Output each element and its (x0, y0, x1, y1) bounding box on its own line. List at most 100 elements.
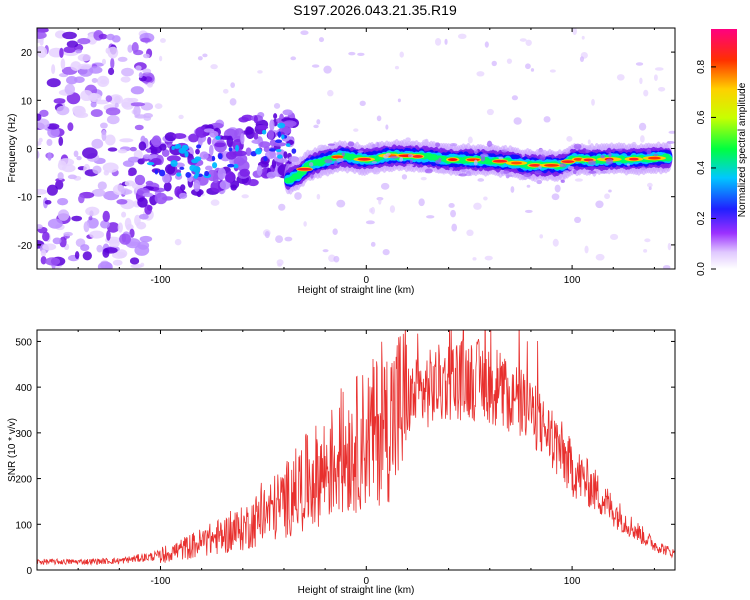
signal-blob (207, 136, 212, 145)
signal-blob (327, 143, 336, 146)
noise-blob (348, 51, 356, 56)
noise-blob (107, 147, 118, 152)
noise-blob (82, 251, 92, 261)
spectrogram-x-tick-label: 100 (564, 275, 581, 286)
signal-blob (435, 142, 441, 148)
noise-blob (116, 199, 128, 205)
noise-blob (484, 255, 493, 261)
signal-blob (227, 163, 235, 168)
noise-blob (230, 82, 235, 89)
signal-blob (250, 151, 257, 157)
noise-blob (85, 206, 100, 216)
signal-blob (409, 159, 413, 164)
signal-blob (317, 144, 326, 151)
signal-blob (538, 149, 545, 153)
noise-blob (100, 122, 108, 129)
spectrogram-y-tick-label: 0 (26, 145, 32, 156)
noise-blob (399, 51, 404, 58)
noise-blob (130, 102, 146, 107)
noise-blob (653, 74, 658, 81)
noise-blob (116, 249, 128, 259)
signal-blob (409, 140, 417, 147)
noise-blob (127, 156, 140, 163)
signal-blob (134, 174, 146, 186)
signal-blob (232, 150, 247, 157)
ridge-peak (466, 158, 481, 162)
noise-blob (117, 149, 128, 154)
signal-blob (281, 134, 285, 140)
signal-blob (197, 136, 203, 147)
signal-blob (256, 165, 263, 176)
signal-blob (273, 142, 287, 147)
signal-blob (501, 149, 508, 153)
noise-blob (67, 122, 74, 132)
noise-blob (640, 135, 645, 143)
spectrogram-y-tick-label: 20 (21, 48, 33, 59)
signal-blob (282, 120, 297, 128)
signal-blob (310, 173, 314, 179)
noise-blob (643, 248, 648, 253)
noise-blob (273, 102, 281, 109)
signal-blob (534, 170, 542, 175)
signal-blob (550, 177, 559, 181)
signal-blob (194, 156, 202, 162)
snr-x-axis-title: Height of straight line (km) (298, 585, 415, 596)
noise-blob (92, 165, 102, 175)
noise-blob (60, 58, 66, 70)
ridge-peak (357, 157, 372, 161)
noise-blob (62, 31, 77, 40)
noise-blob (587, 139, 591, 145)
signal-blob (264, 150, 277, 160)
noise-blob (241, 194, 249, 199)
signal-blob (666, 140, 675, 144)
noise-blob (63, 46, 76, 54)
noise-blob (210, 199, 220, 206)
signal-blob (193, 174, 199, 179)
noise-blob (385, 124, 389, 130)
signal-blob (206, 169, 218, 182)
noise-blob (130, 86, 145, 95)
noise-blob (284, 236, 293, 242)
noise-blob (472, 257, 477, 261)
noise-blob (484, 41, 489, 48)
noise-blob (551, 193, 560, 201)
signal-blob (164, 132, 177, 142)
signal-blob (653, 153, 659, 157)
noise-blob (106, 114, 120, 125)
noise-blob (37, 118, 50, 130)
signal-blob (164, 164, 176, 175)
signal-blob (486, 143, 493, 146)
noise-blob (37, 141, 42, 146)
noise-blob (40, 249, 47, 257)
colorbar: 0.0 0.2 0.4 0.6 0.8 Normalized spectral ampl… (696, 29, 748, 276)
signal-blob (230, 184, 237, 191)
noise-blob (101, 58, 106, 65)
noise-blob (316, 193, 321, 200)
noise-blob (89, 66, 103, 74)
signal-blob (282, 109, 293, 116)
colorbar-tick-label: 0.8 (696, 60, 707, 74)
ridge-peak (492, 159, 508, 163)
signal-blob (145, 180, 154, 186)
signal-blob (204, 170, 209, 177)
signal-blob (154, 192, 168, 205)
noise-blob (38, 137, 43, 143)
noise-blob (662, 265, 671, 269)
signal-blob (500, 170, 504, 175)
ridge-peak (544, 163, 559, 167)
noise-blob (486, 108, 494, 116)
noise-blob (552, 238, 559, 247)
snr-frame (36, 329, 676, 571)
noise-blob (519, 38, 527, 42)
signal-blob (178, 192, 188, 199)
ridge-peak (573, 157, 583, 161)
noise-blob (369, 208, 373, 213)
noise-blob (98, 33, 108, 40)
noise-blob (290, 56, 297, 61)
noise-blob (264, 230, 270, 239)
noise-blob (104, 262, 112, 269)
noise-blob (434, 38, 442, 46)
noise-blob (39, 109, 49, 117)
noise-blob (70, 61, 82, 71)
